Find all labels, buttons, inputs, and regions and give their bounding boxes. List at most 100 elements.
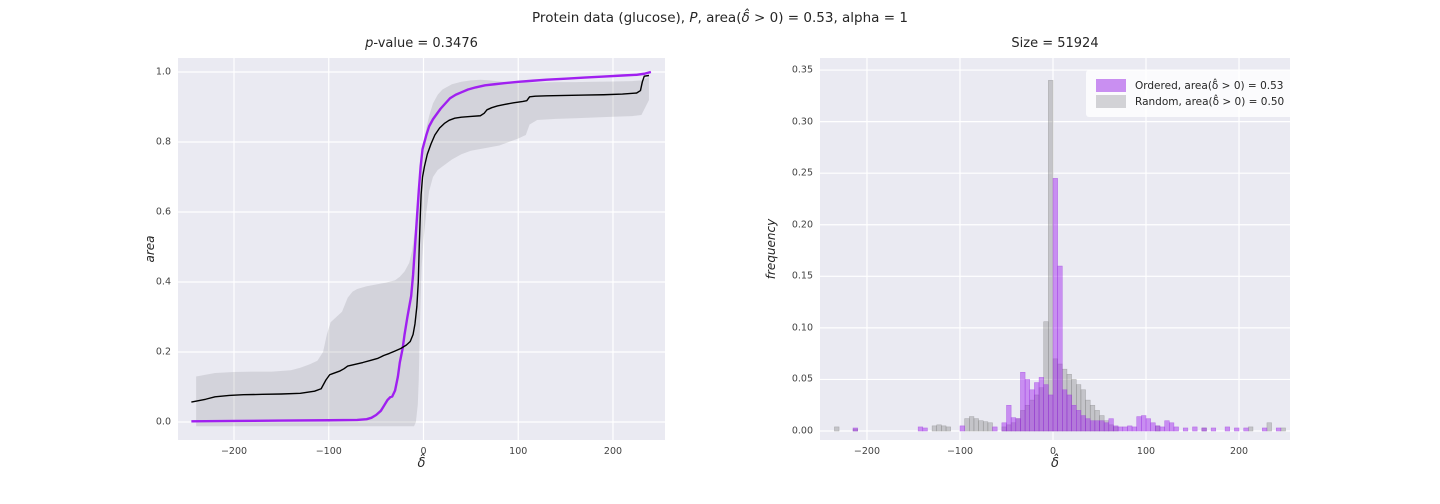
ordered-histogram-bar xyxy=(1243,427,1249,432)
ordered-histogram-bar xyxy=(1131,426,1137,432)
right-plot-area: −200 −100 0 100 200 0.00 0.05 0.10 0.15 0.20 0.25 0… xyxy=(792,58,1290,457)
ordered-histogram-bar xyxy=(1020,371,1026,432)
ordered-histogram-bar xyxy=(1103,422,1110,432)
ordered-histogram-bar xyxy=(1024,379,1030,432)
random-histogram-bar xyxy=(973,418,979,432)
random-histogram-bar xyxy=(1248,426,1254,432)
random-histogram-bar xyxy=(969,416,975,432)
ordered-histogram-bar xyxy=(1155,425,1161,432)
right-plot-title: Size = 51924 xyxy=(1011,36,1099,51)
ordered-histogram-bar xyxy=(1122,426,1128,432)
confidence-band xyxy=(196,77,649,427)
legend-item-random: Random, area(δ̂ > 0) = 0.50 xyxy=(1096,95,1284,108)
ordered-histogram-bar xyxy=(1150,422,1156,432)
left-plot-title-p-italic: p xyxy=(365,36,374,51)
x-tick-label: 100 xyxy=(1136,446,1156,457)
x-tick-label: 100 xyxy=(509,446,528,457)
x-tick-label: 0 xyxy=(420,446,427,457)
line-svg xyxy=(178,58,665,440)
ordered-histogram-bar xyxy=(1071,404,1077,432)
left-plot-title-text: -value = 0.3476 xyxy=(373,36,478,51)
x-tick-label: 200 xyxy=(1229,446,1249,457)
left-plot-area: −200 −100 0 100 200 0.0 0.2 0.4 0.6 0.8 1.0 xyxy=(156,58,665,457)
left-plot-title: p-value = 0.3476 xyxy=(178,36,665,51)
ordered-histogram-bar xyxy=(1099,420,1105,432)
x-tick-label: −200 xyxy=(853,446,881,457)
y-tick-label: 0.05 xyxy=(791,373,813,385)
legend-swatch-ordered xyxy=(1096,79,1126,92)
ordered-histogram-bar xyxy=(1164,420,1170,432)
ordered-histogram-bar xyxy=(1173,426,1179,432)
random-histogram-bar xyxy=(987,422,993,432)
y-tick-label: 0.4 xyxy=(155,276,171,288)
ordered-histogram-bar xyxy=(1076,410,1082,432)
ordered-histogram-bar xyxy=(1001,422,1007,432)
ordered-histogram-bar xyxy=(1057,265,1063,432)
ordered-histogram-bar xyxy=(1089,420,1096,432)
plot-background xyxy=(178,58,665,440)
random-histogram-bar xyxy=(945,426,951,432)
x-tick-label: −100 xyxy=(315,446,342,457)
ordered-histogram-bar xyxy=(1029,389,1035,432)
ordered-histogram-bar xyxy=(1224,426,1230,432)
ordered-histogram-bar xyxy=(1080,415,1086,432)
random-histogram-bar xyxy=(936,424,942,432)
x-tick-label: −200 xyxy=(220,446,248,457)
y-tick-label: 0.35 xyxy=(791,64,813,76)
y-tick-label: 0.25 xyxy=(791,167,813,179)
ordered-histogram-bar xyxy=(1094,420,1100,432)
ordered-histogram-bar xyxy=(1062,389,1068,432)
ordered-histogram-bar xyxy=(1127,425,1133,432)
ordered-histogram-bar xyxy=(1169,422,1175,432)
ordered-curve xyxy=(191,70,652,423)
ordered-histogram-bar xyxy=(922,427,928,432)
legend-item-ordered: Ordered, area(δ̂ > 0) = 0.53 xyxy=(1096,79,1284,92)
ordered-histogram-bar xyxy=(1010,417,1017,432)
ordered-histogram-bar xyxy=(1117,426,1124,432)
y-tick-label: 0.30 xyxy=(791,116,813,128)
y-tick-label: 0.0 xyxy=(155,416,171,428)
y-tick-label: 0.15 xyxy=(791,270,813,282)
ordered-histogram-bar xyxy=(1066,394,1072,432)
random-histogram-bar xyxy=(1266,422,1272,432)
ordered-histogram-bar xyxy=(1141,415,1147,432)
left-y-axis-label: area xyxy=(143,235,157,263)
right-y-axis-label: frequency xyxy=(764,218,778,280)
ordered-histogram-bar xyxy=(1038,377,1044,432)
y-tick-label: 0.8 xyxy=(155,136,171,148)
x-tick-label: 0 xyxy=(1049,446,1057,457)
y-tick-label: 0.00 xyxy=(791,425,813,437)
figure-title-delta-hat: δ̂ xyxy=(741,10,750,26)
ordered-histogram-bar xyxy=(959,425,965,432)
ordered-histogram-bar xyxy=(1234,427,1240,432)
left-x-axis-label: δ̂ xyxy=(417,456,426,471)
legend-label-random: Random, area(δ̂ > 0) = 0.50 xyxy=(1135,95,1285,108)
figure-title: Protein data (glucose), P, area(δ̂ > 0) … xyxy=(0,10,1440,26)
ordered-histogram-bar xyxy=(1159,426,1165,432)
ordered-histogram-bar xyxy=(1201,427,1207,432)
random-histogram-bar xyxy=(1280,427,1286,432)
figure-title-post: > 0) = 0.53, alpha = 1 xyxy=(749,10,908,26)
legend: Ordered, area(δ̂ > 0) = 0.53 Random, are… xyxy=(1086,70,1295,117)
random-histogram-bar xyxy=(931,425,937,432)
y-tick-label: 0.20 xyxy=(791,219,813,231)
figure-title-p-italic: P xyxy=(689,10,698,26)
histogram-svg xyxy=(820,58,1290,440)
ordered-histogram-bar xyxy=(1043,384,1049,432)
y-tick-label: 1.0 xyxy=(155,66,171,78)
ordered-histogram-bar xyxy=(1210,427,1217,432)
x-tick-label: 200 xyxy=(603,446,623,457)
random-histogram-bar xyxy=(1048,80,1054,432)
random-histogram-bar xyxy=(964,418,970,432)
y-tick-label: 0.6 xyxy=(155,206,171,218)
y-tick-label: 0.2 xyxy=(155,346,171,358)
legend-swatch-random xyxy=(1096,95,1126,108)
y-tick-label: 0.10 xyxy=(791,322,813,334)
random-histogram-bar xyxy=(941,425,947,432)
x-tick-label: −100 xyxy=(946,446,974,457)
ordered-histogram-bar xyxy=(992,426,998,432)
random-mean-curve xyxy=(191,74,650,403)
right-x-axis-label: δ̂ xyxy=(1051,456,1059,471)
ordered-histogram-bar xyxy=(1145,418,1151,432)
ordered-histogram-bar xyxy=(917,426,924,432)
